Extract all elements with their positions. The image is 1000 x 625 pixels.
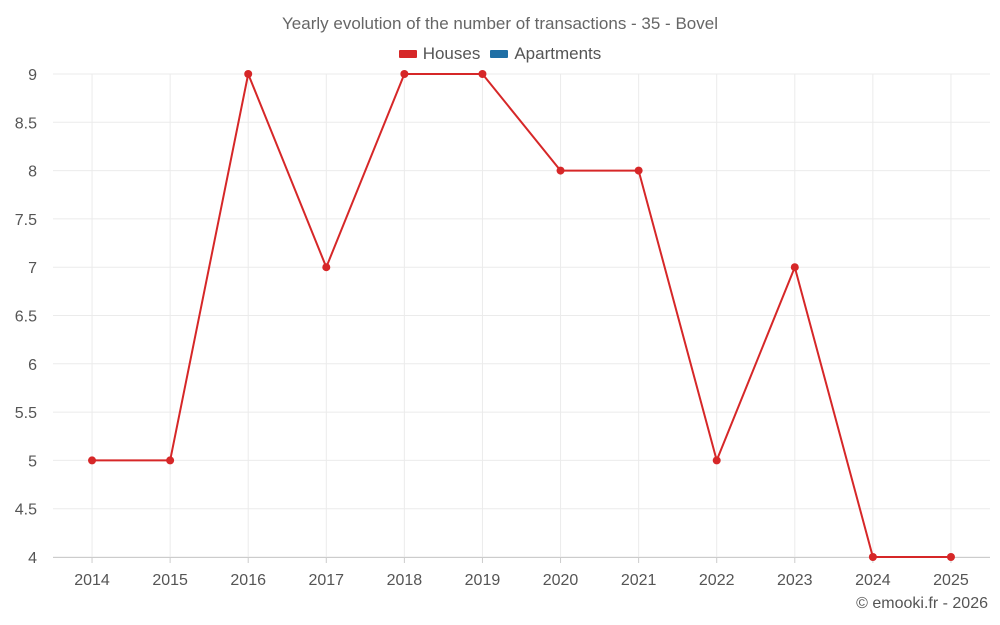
y-tick-label: 7 <box>28 260 37 277</box>
x-tick-label: 2024 <box>855 572 891 589</box>
data-point-houses[interactable] <box>322 263 331 272</box>
x-tick-label: 2021 <box>621 572 657 589</box>
data-point-houses[interactable] <box>634 166 643 175</box>
data-point-houses[interactable] <box>244 70 253 78</box>
y-tick-label: 8.5 <box>15 115 37 132</box>
data-point-houses[interactable] <box>790 263 799 272</box>
data-point-houses[interactable] <box>868 553 877 561</box>
legend-item-houses[interactable]: Houses <box>398 44 481 64</box>
x-tick-label: 2018 <box>387 572 423 589</box>
legend-item-apartments[interactable]: Apartments <box>490 44 601 64</box>
y-tick-label: 6 <box>28 357 37 374</box>
legend-swatch-apartments <box>490 50 509 58</box>
x-tick-label: 2020 <box>543 572 579 589</box>
data-point-houses[interactable] <box>712 456 721 465</box>
y-tick-label: 4 <box>28 550 37 567</box>
data-point-houses[interactable] <box>400 70 409 78</box>
legend: Houses Apartments <box>0 44 1000 64</box>
y-tick-label: 6.5 <box>15 309 37 326</box>
legend-label-houses: Houses <box>422 44 481 63</box>
y-tick-label: 9 <box>28 67 37 84</box>
legend-swatch-houses <box>398 50 417 58</box>
x-tick-label: 2019 <box>465 572 501 589</box>
credit-text: © emooki.fr - 2026 <box>856 595 988 612</box>
x-tick-label: 2017 <box>308 572 344 589</box>
x-tick-label: 2023 <box>777 572 813 589</box>
y-tick-label: 5.5 <box>15 405 37 422</box>
x-tick-label: 2014 <box>74 572 110 589</box>
data-point-houses[interactable] <box>946 553 955 561</box>
data-point-houses[interactable] <box>478 70 487 78</box>
series-line-houses <box>92 73 951 558</box>
series-houses <box>88 70 955 561</box>
y-tick-label: 4.5 <box>15 502 37 519</box>
x-tick-label: 2015 <box>152 572 188 589</box>
axes: 4 4.5 5 5.5 6 6.5 7 7.5 8 8.5 9 2014 2015 2016 2017 201… <box>15 67 990 589</box>
data-point-houses[interactable] <box>166 456 175 465</box>
x-tick-label: 2016 <box>230 572 266 589</box>
legend-label-apartments: Apartments <box>514 44 602 63</box>
chart-title: Yearly evolution of the number of transa… <box>282 14 718 33</box>
grid <box>53 73 990 558</box>
x-tick-label: 2022 <box>699 572 735 589</box>
y-tick-label: 8 <box>28 164 37 181</box>
y-tick-label: 7.5 <box>15 212 37 229</box>
x-tick-label: 2025 <box>933 572 969 589</box>
data-point-houses[interactable] <box>88 456 97 465</box>
data-point-houses[interactable] <box>556 166 565 175</box>
y-tick-label: 5 <box>28 453 37 470</box>
